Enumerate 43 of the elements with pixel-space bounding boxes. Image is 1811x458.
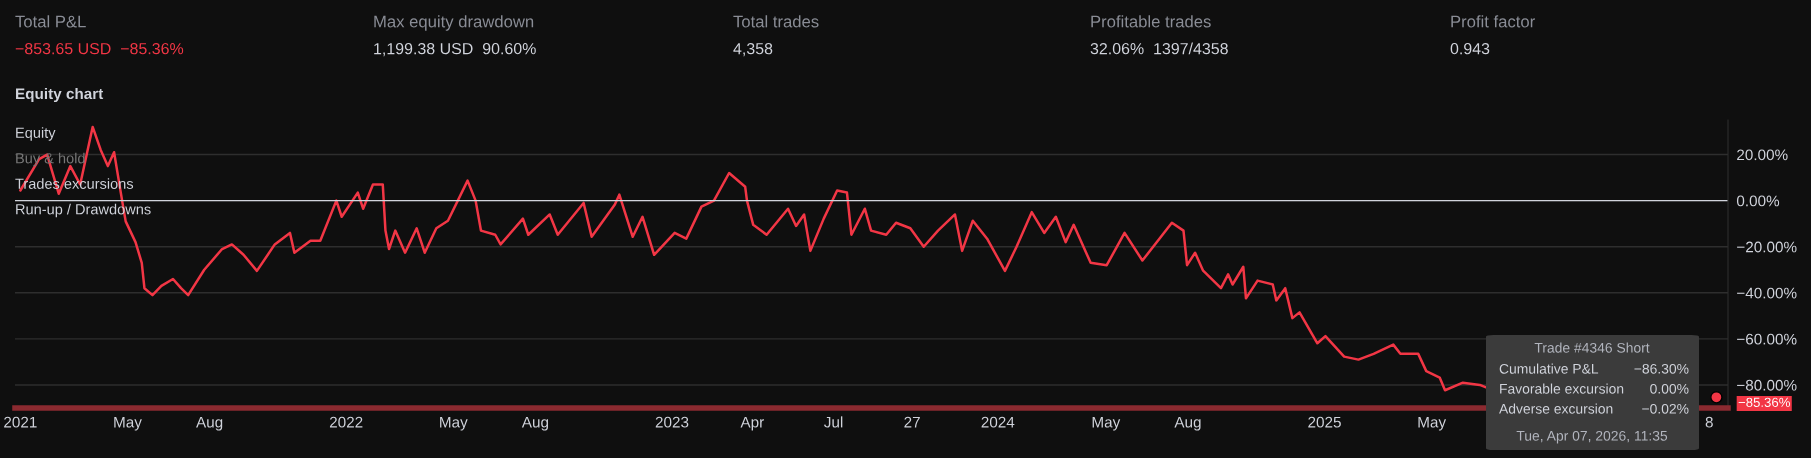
x-tick-label: 2021 — [4, 416, 37, 428]
annotation: 0.00% — [1650, 383, 1689, 394]
x-tick-label: Aug — [1174, 416, 1201, 431]
y-tick-label: −60.00% — [1737, 333, 1797, 345]
chart-title: Equity chart — [16, 87, 104, 103]
y-tick-label: −40.00% — [1737, 287, 1797, 299]
annotation: Trade #4346 Short — [1534, 342, 1650, 353]
x-tick-label: Aug — [196, 416, 223, 431]
annotation: Adverse excursion — [1499, 403, 1613, 414]
text: 0.943 — [1450, 42, 1490, 55]
text: Total P&L — [15, 15, 86, 28]
annotation: −0.02% — [1642, 403, 1689, 414]
y-tick-label: 20.00% — [1737, 149, 1788, 161]
annotation: Cumulative P&L — [1499, 363, 1599, 374]
text: Profitable trades — [1091, 15, 1211, 28]
x-tick-label: Aug — [521, 416, 549, 431]
y-tick-label: 0.00% — [1736, 195, 1780, 207]
x-tick-label: 2023 — [655, 416, 689, 428]
text: Max equity drawdown — [374, 15, 534, 31]
annotation: Favorable excursion — [1500, 383, 1624, 394]
text: 1,199.38 USD 90.60% — [374, 42, 536, 57]
y-tick-label: −20.00% — [1737, 241, 1797, 253]
x-tick-label: Jul — [824, 416, 843, 428]
text: 32.06% 1397/4358 — [1090, 42, 1228, 55]
x-tick-label: 2025 — [1308, 416, 1341, 428]
x-tick-label: Apr — [740, 416, 764, 431]
x-tick-label: 2022 — [329, 416, 363, 428]
x-tick-label: May — [1418, 416, 1447, 431]
text: Total trades — [733, 15, 819, 28]
x-tick-label: May — [440, 416, 468, 431]
text: −853.65 USD −85.36% — [15, 42, 184, 55]
x-tick-label: May — [1092, 416, 1121, 431]
x-tick-label: 8 — [1705, 416, 1713, 428]
annotation: Equity — [16, 127, 56, 141]
annotation: −85.36% — [1738, 397, 1790, 407]
text: Tue, Apr 07, 2026, 11:35 — [1516, 430, 1668, 444]
text: 4,358 — [733, 42, 773, 57]
x-tick-label: 2024 — [981, 416, 1015, 428]
text: Profit factor — [1451, 15, 1535, 28]
x-tick-label: May — [114, 416, 142, 431]
y-tick-label: −80.00% — [1737, 379, 1797, 391]
annotation: −86.30% — [1634, 363, 1689, 374]
x-tick-label: 27 — [904, 416, 920, 428]
